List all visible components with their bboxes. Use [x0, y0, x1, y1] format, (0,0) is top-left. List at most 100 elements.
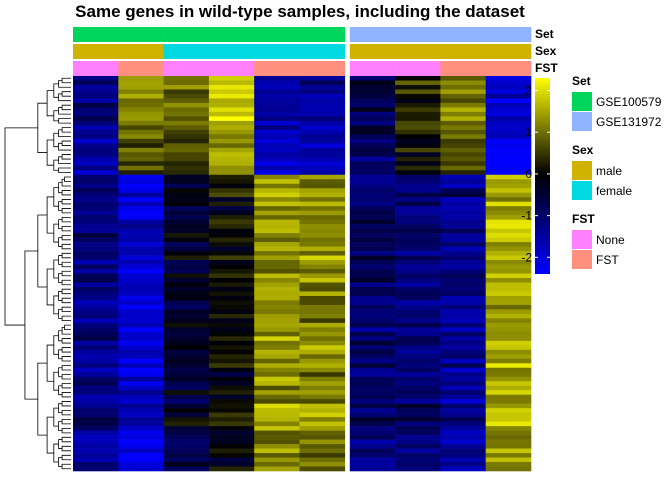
heatmap-cell	[349, 255, 396, 261]
heatmap-cell	[73, 394, 119, 400]
heatmap-cell	[440, 224, 486, 229]
heatmap-cell	[349, 300, 396, 306]
heatmap-cell	[440, 421, 486, 427]
heatmap-cell	[208, 430, 255, 436]
heatmap-cell	[73, 300, 119, 306]
heatmap-cell	[208, 403, 255, 409]
heatmap-cell	[440, 390, 486, 395]
dendrogram-branch	[61, 234, 71, 241]
heatmap-cell	[395, 255, 441, 261]
dendrogram-branch	[53, 132, 59, 148]
dendrogram-branch	[61, 326, 71, 335]
heatmap-cell	[485, 381, 532, 387]
dendrogram-branch	[61, 252, 71, 259]
heatmap-cell	[349, 210, 396, 216]
heatmap-cell	[440, 125, 486, 131]
heatmap-cell	[208, 331, 255, 337]
heatmap-cell	[208, 152, 255, 158]
heatmap-cell	[485, 84, 532, 90]
heatmap-cell	[299, 412, 346, 418]
heatmap-cell	[440, 327, 486, 333]
dendrogram-branch	[61, 243, 71, 250]
heatmap-cell	[73, 188, 119, 194]
heatmap-cell	[118, 183, 164, 189]
heatmap-cell	[163, 331, 210, 337]
dendrogram-branch	[61, 347, 71, 353]
heatmap-cell	[299, 76, 346, 81]
dendrogram-branch	[61, 356, 71, 362]
heatmap-cell	[118, 224, 164, 229]
heatmap-cell	[163, 237, 210, 243]
heatmap-cell	[163, 394, 210, 400]
heatmap-cell	[254, 138, 300, 144]
heatmap-cell	[485, 188, 532, 194]
heatmap-cell	[254, 215, 300, 220]
heatmap-cell	[254, 206, 300, 211]
heatmap-cell	[395, 444, 441, 449]
heatmap-cell	[118, 215, 164, 220]
heatmap-cell	[299, 282, 346, 288]
heatmap-cell	[349, 156, 396, 162]
heatmap-cell	[118, 327, 164, 333]
heatmap-cell	[440, 192, 486, 198]
heatmap-cell	[485, 322, 532, 328]
heatmap-cell	[118, 111, 164, 117]
heatmap-cell	[485, 399, 532, 404]
heatmap-cell	[118, 210, 164, 216]
heatmap-cell	[349, 188, 396, 194]
dendrogram-branch	[53, 83, 59, 98]
heatmap-cell	[73, 102, 119, 108]
heatmap-cell	[73, 277, 119, 283]
heatmap-cell	[73, 116, 119, 122]
heatmap-cell	[254, 336, 300, 342]
heatmap-cell	[73, 430, 119, 436]
heatmap-cell	[73, 237, 119, 243]
heatmap-cell	[163, 84, 210, 90]
dendrogram-branch	[58, 156, 71, 164]
heatmap-cell	[395, 147, 441, 153]
heatmap-cell	[395, 264, 441, 270]
heatmap-cell	[118, 251, 164, 256]
heatmap-cell	[349, 143, 396, 149]
heatmap-cell	[163, 143, 210, 149]
heatmap-cell	[163, 233, 210, 238]
heatmap-cell	[208, 134, 255, 140]
heatmap-cell	[485, 417, 532, 422]
heatmap-cell	[485, 300, 532, 306]
heatmap-cell	[73, 376, 119, 382]
heatmap-cell	[208, 426, 255, 431]
heatmap-cell	[254, 435, 300, 440]
heatmap-cell	[254, 381, 300, 387]
dendrogram-branch	[53, 187, 59, 207]
heatmap-cell	[73, 215, 119, 220]
heatmap-cell	[163, 228, 210, 234]
heatmap-cell	[254, 116, 300, 122]
heatmap-cell	[73, 255, 119, 261]
heatmap-cell	[299, 134, 346, 140]
heatmap-cell	[118, 336, 164, 342]
heatmap-cell	[349, 179, 396, 185]
heatmap-cell	[349, 408, 396, 413]
heatmap-cell	[208, 143, 255, 149]
heatmap-cell	[208, 399, 255, 404]
heatmap-cell	[349, 363, 396, 369]
heatmap-cell	[208, 210, 255, 216]
heatmap-cell	[299, 327, 346, 333]
heatmap-cell	[254, 201, 300, 207]
heatmap-cell	[395, 174, 441, 180]
heatmap-cell	[349, 426, 396, 431]
heatmap-cell	[163, 399, 210, 404]
dendrogram-branch	[61, 140, 71, 146]
heatmap-cell	[395, 219, 441, 225]
heatmap-cell	[349, 435, 396, 440]
heatmap-cell	[349, 165, 396, 171]
heatmap-cell	[395, 295, 441, 301]
heatmap-cell	[118, 197, 164, 202]
heatmap-cell	[73, 269, 119, 274]
heatmap-cell	[485, 255, 532, 261]
heatmap-cell	[299, 129, 346, 135]
heatmap-cell	[163, 318, 210, 324]
heatmap-cell	[395, 376, 441, 382]
heatmap-cell	[73, 98, 119, 104]
heatmap-cell	[349, 246, 396, 252]
